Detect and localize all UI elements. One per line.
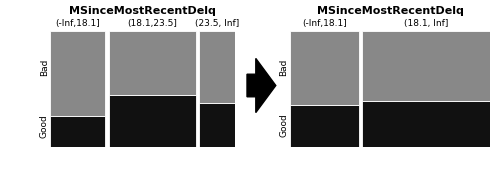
FancyArrow shape	[247, 58, 276, 113]
Bar	[200, 103, 235, 147]
Text: (18.1, Inf]: (18.1, Inf]	[404, 19, 448, 28]
Text: (18.1,23.5]: (18.1,23.5]	[128, 19, 178, 28]
Bar	[109, 31, 196, 95]
Bar	[290, 31, 358, 105]
Text: (23.5, Inf]: (23.5, Inf]	[195, 19, 240, 28]
Bar	[200, 31, 235, 103]
Title: MSinceMostRecentDelq: MSinceMostRecentDelq	[69, 6, 216, 16]
Title: MSinceMostRecentDelq: MSinceMostRecentDelq	[316, 6, 464, 16]
Text: (-Inf,18.1]: (-Inf,18.1]	[302, 19, 346, 28]
Text: (-Inf,18.1]: (-Inf,18.1]	[56, 19, 100, 28]
Bar	[362, 31, 490, 101]
Text: Bad: Bad	[40, 59, 49, 76]
Bar	[109, 95, 196, 147]
Bar	[290, 105, 358, 147]
Bar	[362, 101, 490, 147]
Text: Good: Good	[280, 113, 288, 137]
Text: Bad: Bad	[280, 58, 288, 76]
Text: Good: Good	[40, 114, 49, 138]
Bar	[50, 31, 106, 116]
Bar	[50, 116, 106, 147]
